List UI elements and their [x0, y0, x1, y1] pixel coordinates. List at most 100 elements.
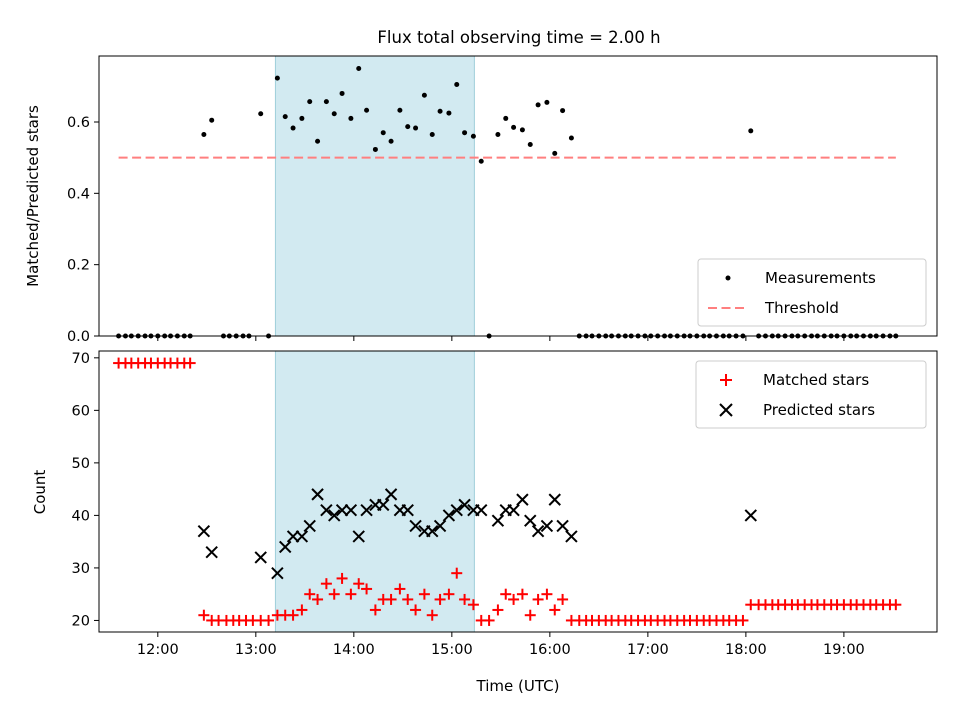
predicted-star-point [197, 524, 211, 538]
measurement-point [462, 130, 468, 136]
predicted-star-point [507, 503, 520, 517]
y-tick-label: 60 [72, 403, 90, 419]
matched-star-point [304, 588, 316, 600]
predicted-star-point [531, 524, 545, 538]
matched-star-point [516, 588, 528, 600]
matched-star-point [467, 599, 479, 611]
matched-star-point [353, 578, 365, 590]
measurement-point [568, 135, 574, 141]
ratio-panel: 0.0 0.2 0.4 0.6 Matched/Predicted stars Mea… [24, 55, 938, 345]
count-x-ticks: 12:00 13:00 14:00 15:00 16:00 17:00 18:00 19:00 [137, 632, 865, 658]
measurement-point [201, 131, 207, 137]
ratio-y-ticks: 0.0 0.2 0.4 0.6 [67, 115, 99, 345]
measurement-point [519, 127, 525, 133]
measurement-point [503, 115, 509, 121]
measurement-point [470, 133, 476, 139]
x-tick-label: 16:00 [529, 642, 571, 658]
measurement-point [339, 90, 345, 96]
predicted-star-point [548, 493, 561, 506]
matched-star-point [418, 588, 430, 600]
measurement-point [454, 82, 460, 88]
predicted-star-point [328, 509, 341, 522]
measurement-point [437, 108, 443, 114]
matched-star-point [500, 588, 512, 600]
x-tick-label: 17:00 [627, 642, 669, 658]
predicted-star-point [442, 509, 456, 522]
matched-star-point [263, 614, 275, 626]
x-tick-label: 15:00 [431, 642, 473, 658]
predicted-star-point [295, 530, 309, 543]
y-tick-label: 0.4 [67, 186, 90, 202]
matched-star-point [402, 593, 414, 605]
measurement-point [372, 146, 378, 152]
ratio-panel-frame [98, 55, 938, 337]
x-tick-label: 18:00 [725, 642, 767, 658]
predicted-star-point [360, 503, 373, 517]
count-panel: 20 30 40 50 60 70 12:00 13:00 14:00 15:00 16:00 17… [31, 350, 938, 695]
ratio-y-axis-label: Matched/Predicted stars [24, 105, 42, 287]
measurement-point [421, 92, 427, 98]
measurement-point [307, 99, 313, 105]
ratio-legend-box [697, 258, 927, 327]
predicted-star-point [426, 524, 439, 538]
predicted-star-point [286, 530, 300, 543]
matched-star-point [508, 593, 520, 605]
measurement-point [527, 141, 533, 147]
legend-threshold-label: Threshold [764, 299, 839, 317]
y-tick-label: 50 [72, 456, 90, 472]
matched-star-point [737, 614, 749, 626]
predicted-star-point [254, 551, 267, 564]
predicted-star-point [433, 519, 447, 533]
measurement-point [446, 110, 452, 116]
count-y-axis-label: Count [31, 470, 49, 515]
matched-star-point [524, 609, 536, 621]
chart-title: Flux total observing time = 2.00 h [377, 28, 660, 47]
predicted-star-point [311, 488, 324, 501]
measurement-point [290, 125, 296, 131]
legend-measurements-label: Measurements [765, 269, 876, 287]
matched-star-point [312, 593, 324, 605]
matched-stars-points [113, 357, 902, 626]
legend-predicted-label: Predicted stars [763, 401, 875, 419]
predicted-star-point [450, 503, 463, 517]
count-panel-frame [98, 350, 938, 633]
legend-matched-label: Matched stars [763, 371, 869, 389]
matched-star-point [532, 593, 544, 605]
measurement-point [748, 128, 754, 134]
predicted-star-point [384, 488, 398, 501]
predicted-star-point [335, 503, 349, 517]
matched-star-point [483, 614, 495, 626]
y-tick-label: 0.2 [67, 258, 90, 274]
count-y-ticks: 20 30 40 50 60 70 [72, 351, 99, 629]
y-tick-label: 30 [72, 561, 90, 577]
x-tick-label: 13:00 [235, 642, 277, 658]
matched-star-point [369, 604, 381, 616]
matched-star-point [328, 588, 340, 600]
predicted-star-point [744, 509, 757, 522]
measurement-point [397, 107, 403, 113]
measurement-point [544, 99, 550, 105]
matched-star-point [890, 599, 902, 611]
predicted-star-point [271, 566, 284, 580]
predicted-star-point [279, 540, 292, 554]
y-tick-label: 0.6 [67, 115, 90, 131]
matched-star-point [557, 593, 569, 605]
y-tick-label: 70 [72, 351, 90, 367]
matched-star-point [541, 588, 553, 600]
x-tick-label: 12:00 [137, 642, 179, 658]
matched-star-point [345, 588, 357, 600]
matched-star-point [492, 604, 504, 616]
matched-star-point [549, 604, 561, 616]
measurement-point [364, 107, 370, 113]
ratio-x-ticks [157, 336, 845, 341]
measurement-point [315, 138, 321, 144]
matched-star-point [385, 593, 397, 605]
predicted-star-point [516, 493, 529, 506]
predicted-star-point [205, 545, 218, 559]
legend-measurements-marker [725, 275, 731, 281]
legend-predicted-marker [719, 403, 733, 417]
observing-window-span [274, 350, 475, 633]
measurement-point [478, 158, 484, 164]
predicted-star-point [344, 503, 358, 517]
